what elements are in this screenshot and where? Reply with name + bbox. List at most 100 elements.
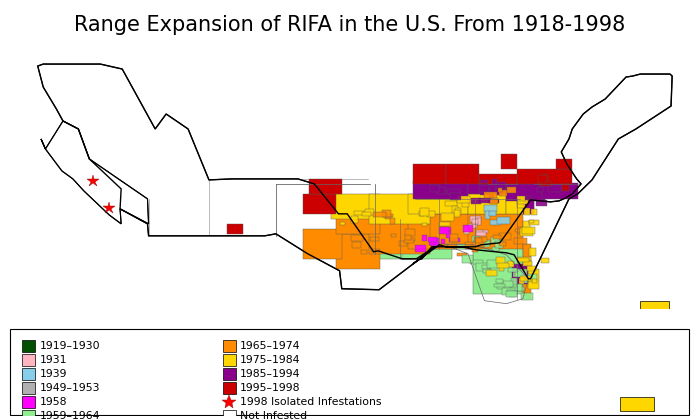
- Bar: [542, 183, 578, 199]
- Bar: [499, 242, 506, 246]
- Bar: [480, 240, 490, 247]
- Bar: [456, 252, 467, 256]
- Bar: [512, 287, 524, 291]
- Bar: [430, 242, 440, 246]
- Bar: [511, 278, 517, 285]
- Bar: [402, 214, 452, 249]
- Bar: [424, 239, 435, 249]
- Bar: [361, 250, 367, 254]
- Bar: [383, 214, 393, 217]
- Bar: [430, 185, 439, 192]
- Bar: [523, 221, 530, 228]
- Bar: [528, 220, 533, 223]
- Bar: [473, 244, 523, 294]
- Bar: [413, 181, 468, 199]
- Bar: [455, 208, 461, 215]
- Bar: [523, 261, 533, 266]
- Bar: [391, 234, 395, 237]
- Bar: [517, 200, 528, 204]
- Bar: [476, 232, 486, 236]
- Bar: [523, 199, 534, 214]
- Bar: [223, 410, 237, 420]
- Bar: [407, 194, 468, 214]
- Bar: [506, 291, 517, 297]
- Bar: [472, 246, 477, 252]
- Bar: [483, 269, 491, 273]
- Bar: [489, 211, 496, 216]
- Bar: [352, 242, 361, 248]
- Bar: [413, 164, 446, 184]
- Bar: [518, 257, 531, 261]
- Bar: [447, 190, 454, 194]
- Bar: [518, 226, 528, 234]
- Bar: [491, 247, 499, 251]
- Bar: [491, 237, 503, 243]
- Bar: [468, 194, 506, 214]
- Bar: [369, 194, 430, 224]
- Bar: [482, 265, 491, 269]
- Bar: [543, 173, 547, 181]
- Bar: [347, 214, 369, 229]
- Bar: [474, 237, 486, 241]
- Bar: [523, 244, 531, 299]
- Bar: [441, 213, 454, 220]
- Bar: [438, 239, 452, 247]
- Bar: [506, 184, 545, 201]
- Bar: [452, 205, 458, 213]
- Bar: [506, 199, 534, 214]
- Bar: [458, 196, 470, 202]
- Text: 1965–1974: 1965–1974: [240, 341, 301, 351]
- Bar: [402, 244, 452, 259]
- Bar: [446, 231, 452, 238]
- Bar: [438, 227, 449, 234]
- Bar: [480, 188, 490, 195]
- Bar: [508, 186, 516, 193]
- Bar: [486, 260, 498, 268]
- Bar: [407, 214, 446, 234]
- Bar: [507, 289, 517, 293]
- Bar: [445, 200, 456, 206]
- Text: 1949–1953: 1949–1953: [39, 383, 100, 393]
- Bar: [523, 280, 528, 284]
- Bar: [489, 193, 493, 198]
- Bar: [223, 354, 237, 366]
- Bar: [446, 164, 479, 184]
- Bar: [479, 185, 489, 192]
- Bar: [486, 211, 490, 219]
- Bar: [476, 218, 481, 226]
- Text: 1998 Isolated Infestations: 1998 Isolated Infestations: [240, 397, 382, 407]
- Bar: [331, 194, 380, 219]
- Bar: [620, 397, 654, 411]
- Bar: [450, 193, 461, 200]
- Bar: [468, 224, 477, 228]
- Bar: [426, 211, 435, 217]
- Bar: [499, 189, 508, 196]
- Bar: [430, 214, 479, 244]
- Bar: [499, 233, 511, 240]
- Bar: [529, 248, 536, 255]
- Bar: [421, 235, 427, 241]
- Bar: [640, 301, 669, 311]
- Bar: [478, 198, 491, 203]
- Bar: [472, 236, 480, 241]
- Bar: [501, 154, 517, 169]
- Bar: [528, 274, 537, 281]
- Bar: [538, 187, 542, 192]
- Bar: [22, 368, 36, 380]
- Bar: [540, 258, 550, 263]
- Bar: [508, 261, 514, 267]
- Bar: [509, 294, 514, 297]
- Bar: [369, 234, 407, 259]
- Bar: [22, 396, 36, 408]
- Bar: [563, 184, 569, 191]
- Bar: [494, 234, 501, 239]
- Bar: [480, 179, 487, 183]
- Bar: [536, 200, 547, 205]
- Bar: [407, 238, 414, 241]
- Bar: [482, 229, 488, 234]
- Bar: [519, 278, 524, 284]
- Bar: [421, 223, 427, 226]
- Bar: [512, 264, 528, 284]
- Bar: [22, 340, 36, 352]
- Bar: [532, 279, 537, 283]
